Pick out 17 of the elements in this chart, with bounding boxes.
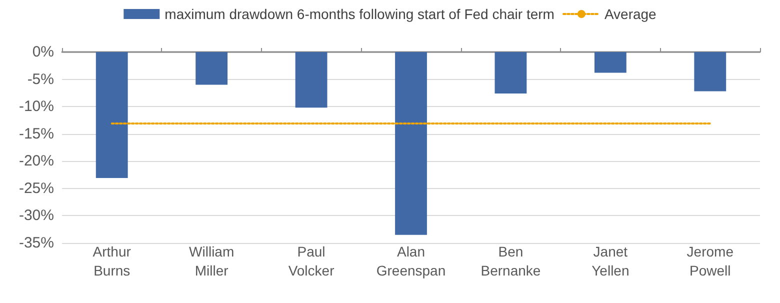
y-tick-label: -20% <box>18 152 54 170</box>
x-tick-label: Ben Bernanke <box>480 244 541 278</box>
y-tick-label: -15% <box>18 125 54 142</box>
x-tick-label: William Miller <box>189 244 234 278</box>
y-tick-label: -30% <box>18 207 54 224</box>
x-tick-label: Alan Greenspan <box>376 244 446 278</box>
y-tick-label: -35% <box>18 234 54 252</box>
legend-label: maximum drawdown 6-months following start of Fed chair term <box>164 6 554 22</box>
x-tick-label: Paul Volcker <box>288 244 335 278</box>
x-tick-label: Jerome Powell <box>686 244 734 278</box>
x-tick-label: Janet Yellen <box>592 244 630 278</box>
y-tick-label: 0% <box>32 44 54 60</box>
x-tick-label: Arthur Burns <box>92 244 132 278</box>
y-tick-label: -5% <box>27 70 54 88</box>
legend-label: Average <box>604 6 657 22</box>
y-tick-label: -10% <box>18 98 54 116</box>
y-tick-label: -25% <box>18 180 54 197</box>
